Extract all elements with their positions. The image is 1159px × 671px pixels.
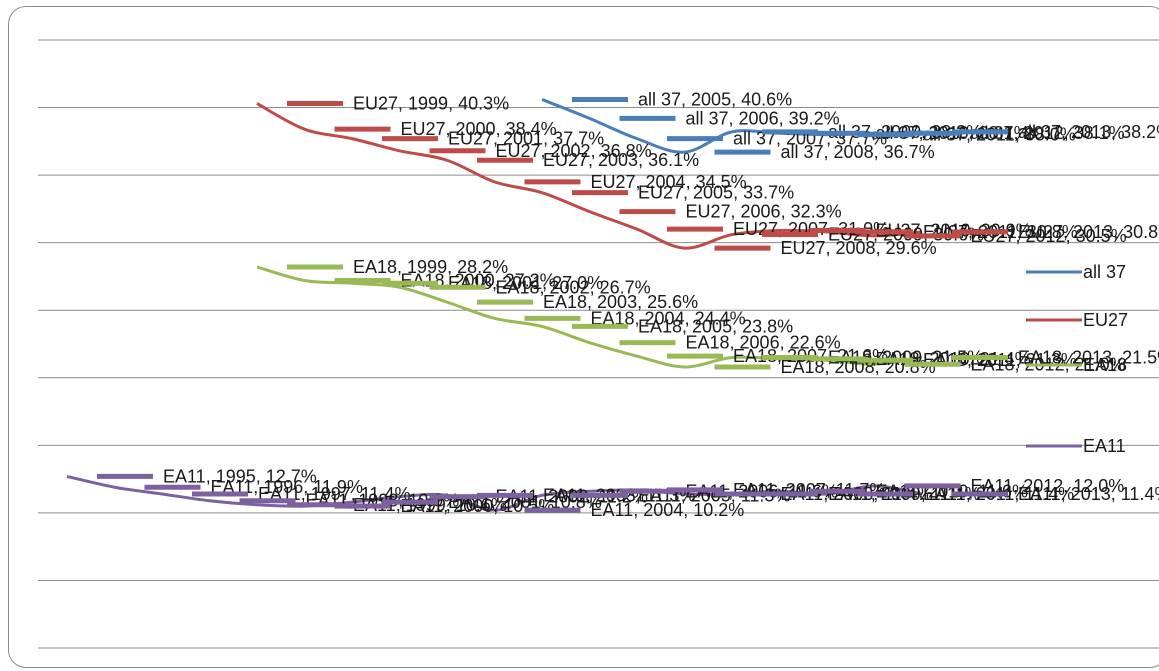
data-label: all 37, 2008, 36.7% (781, 142, 935, 162)
data-label: EU27, 1999, 40.3% (353, 94, 509, 114)
data-label: EU27, 2000, 38.4% (401, 119, 557, 139)
data-label: EU27, 2013, 30.8% (1018, 222, 1159, 242)
legend-label: all 37 (1083, 262, 1126, 282)
data-label: all 37, 2006, 39.2% (686, 108, 840, 128)
data-label: EA18, 1999, 28.2% (353, 257, 508, 277)
data-label: EA18, 2005, 23.8% (638, 316, 793, 336)
data-label: EA11, 2012, 12.0% (971, 476, 1125, 496)
data-label: EU27, 2003, 36.1% (543, 150, 699, 170)
legend-label: EA11 (1083, 436, 1126, 456)
data-label: all 37, 2012, 38.1% (971, 123, 1125, 143)
data-label: EA11, 2013, 11.4% (1018, 484, 1159, 504)
data-labels: all 37, 2005, 40.6%all 37, 2006, 39.2% al… (97, 89, 1159, 520)
data-label: EU27, 2012, 30.5% (971, 226, 1127, 246)
data-label: EA18, 2013, 21.5% (1018, 348, 1159, 368)
data-label: EU27, 2008, 29.6% (781, 238, 937, 258)
data-label: EU27, 2006, 32.3% (686, 202, 842, 222)
data-label: EU27, 2002, 36.8% (496, 141, 652, 161)
data-label: EU27, 2004, 34.5% (591, 172, 747, 192)
chart-frame (8, 6, 1159, 668)
legend-label: EU27 (1083, 310, 1128, 330)
data-label: EU27, 2001, 37.7% (448, 129, 604, 149)
data-label: EA18, 2006, 22.6% (686, 333, 841, 353)
data-label: all 37, 2005, 40.6% (638, 89, 792, 109)
data-label: EA18, 2001, 27.0% (448, 273, 603, 293)
data-label: EA11, 2002, 11.2% (496, 487, 648, 507)
data-label: EA11, 2004, 10.2% (591, 500, 745, 520)
legend: all 37 EU27 EA18 EA11 (1026, 262, 1128, 456)
legend-label: EA18 (1083, 355, 1127, 375)
data-label: EA11, 1997, 11.4% (258, 484, 410, 504)
data-label: EA11, 1995, 12.7% (163, 466, 317, 486)
series-line (66, 474, 923, 512)
gridlines (38, 39, 1159, 649)
data-label: EA18, 2003, 25.6% (543, 292, 698, 312)
data-label: all 37, 2013, 38.2% (1018, 122, 1159, 142)
data-label: EA18, 2002, 26.7% (496, 277, 651, 297)
data-label: EA11, 1996, 11.9% (211, 477, 363, 497)
data-label: EA11, 2000, 10.5% (401, 496, 555, 516)
data-label: EU27, 2005, 33.7% (638, 183, 794, 203)
data-label: EA18, 2004, 24.4% (591, 308, 746, 328)
